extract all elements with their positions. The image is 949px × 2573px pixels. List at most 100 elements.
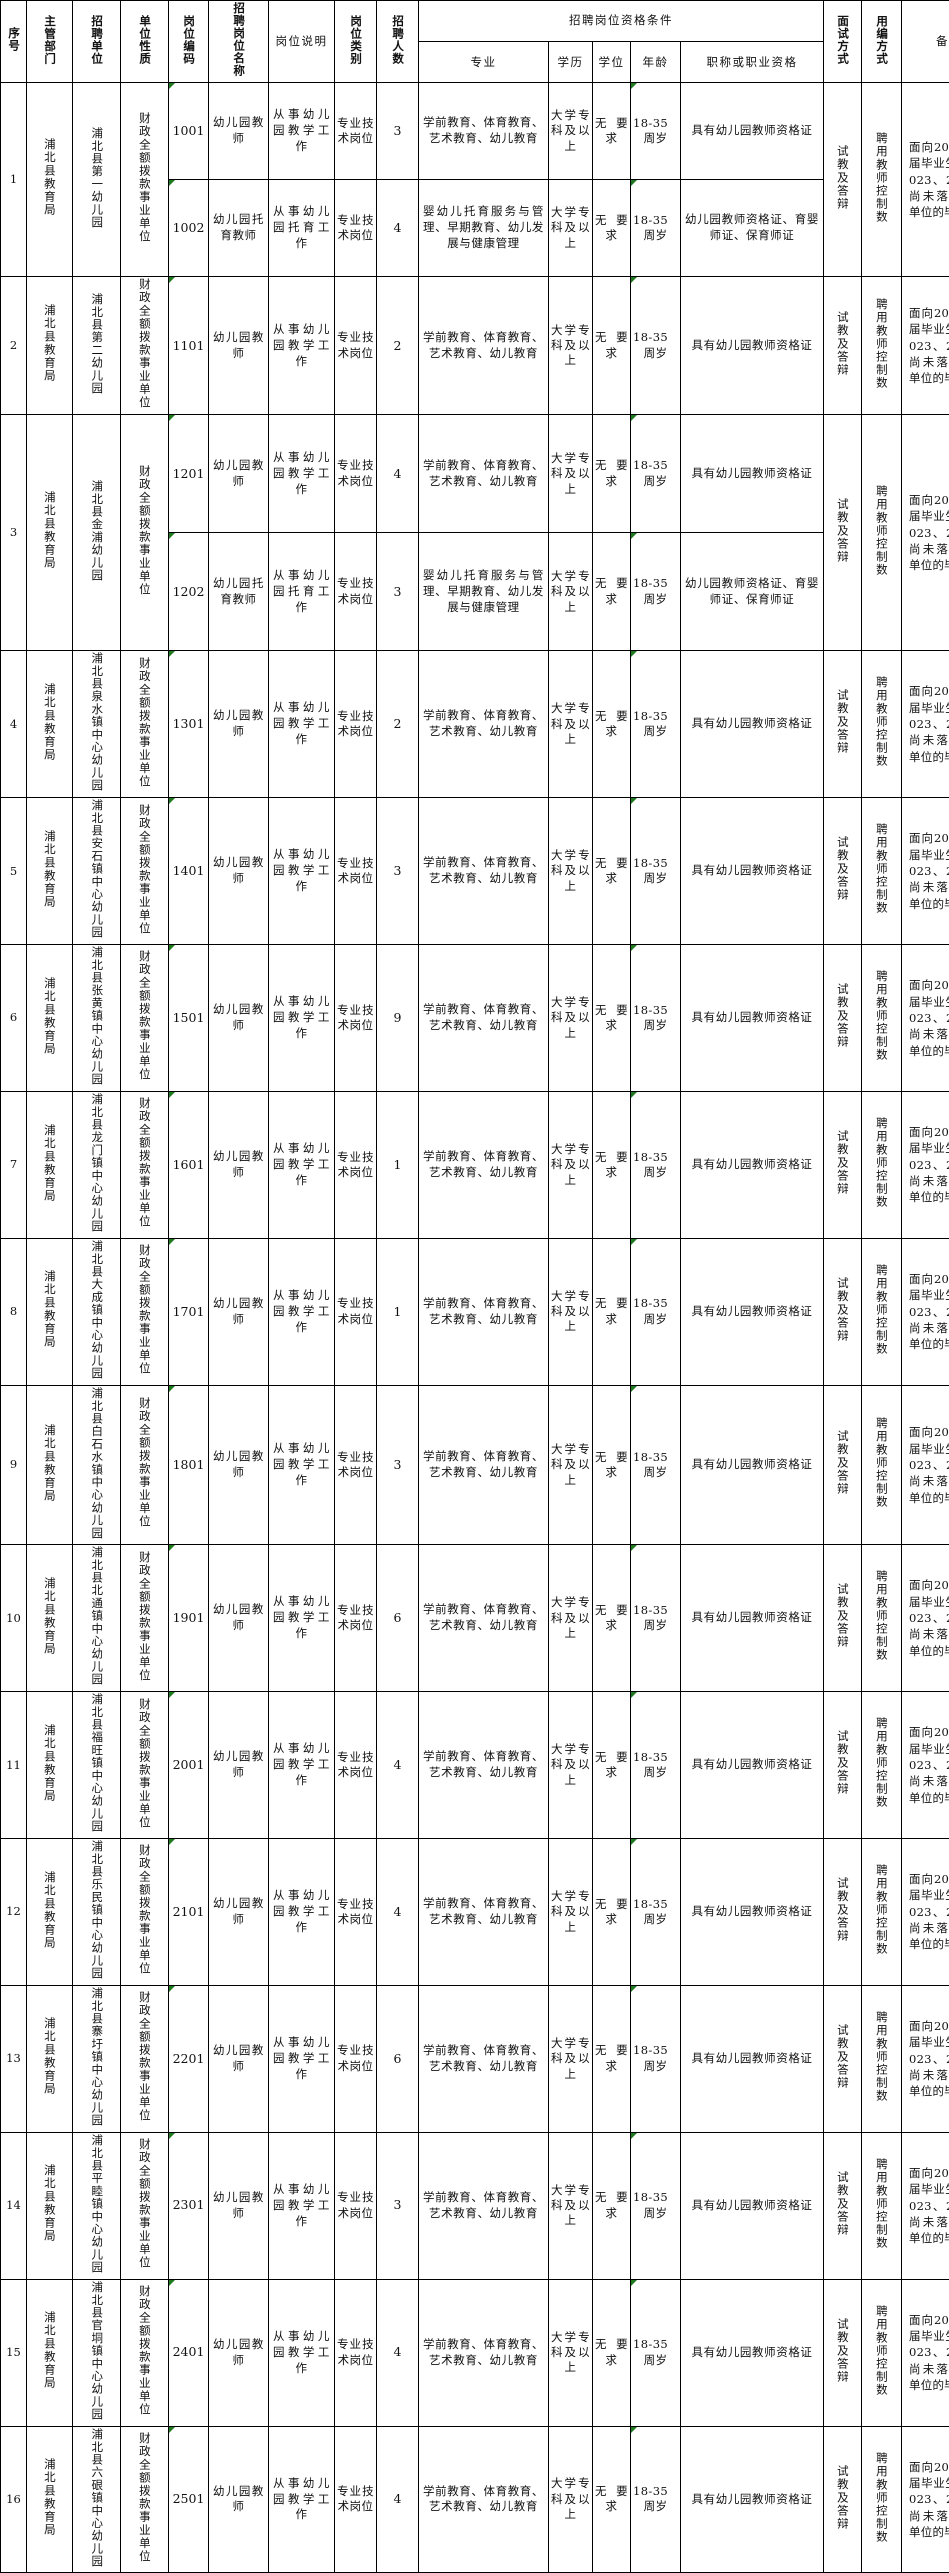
row-sequence-number: 1: [1, 83, 27, 277]
header-degree: 学位: [593, 42, 631, 83]
cell-major: 学前教育、体育教育、艺术教育、幼儿教育: [419, 1839, 549, 1986]
cell-unit-text: 浦北县泉水镇中心幼儿园: [89, 652, 105, 792]
row-sequence-number: 4: [1, 651, 27, 798]
cell-title-cert: 具有幼儿园教师资格证: [681, 2279, 824, 2426]
cell-degree-text: 无要求: [594, 330, 629, 361]
header-qualification-group: 招聘岗位资格条件: [419, 1, 824, 42]
cell-post-code-text: 1701: [173, 1304, 205, 1319]
header-post-type: 岗位类别: [335, 1, 377, 83]
cell-education: 大学专科及以上: [549, 1091, 593, 1238]
cell-post-name-text: 幼儿园教师: [210, 708, 267, 740]
cell-hiring-method: 聘用教师控制数: [862, 798, 902, 945]
cell-education-text: 大学专科及以上: [550, 1142, 591, 1188]
cell-nature: 财政全额拨款事业单位: [121, 1238, 169, 1385]
cell-nature-text: 财政全额拨款事业单位: [136, 2285, 153, 2416]
cell-unit-text: 浦北县福旺镇中心幼儿园: [89, 1693, 105, 1833]
header-interview: 面试方式: [824, 1, 862, 83]
cell-nature-text: 财政全额拨款事业单位: [136, 657, 153, 788]
cell-degree-text: 无要求: [594, 1750, 629, 1781]
cell-post-code-text: 1101: [173, 338, 205, 353]
cell-interview-method-text: 试教及答辩: [834, 498, 851, 564]
cell-post-desc-text: 从事幼儿园教学工作: [270, 2182, 333, 2230]
cell-degree: 无要求: [593, 2426, 631, 2573]
cell-age: 18-35周岁: [631, 83, 681, 180]
cell-post-desc: 从事幼儿园教学工作: [269, 945, 335, 1092]
cell-post-desc-text: 从事幼儿园教学工作: [270, 450, 333, 498]
cell-post-name-text: 幼儿园教师: [210, 1296, 267, 1328]
cell-major: 学前教育、体育教育、艺术教育、幼儿教育: [419, 651, 549, 798]
cell-interview-method: 试教及答辩: [824, 1839, 862, 1986]
cell-remark: 面向2025年应届毕业生以及2023、2024年尚未落实工作单位的毕业生: [902, 83, 949, 277]
cell-post-desc: 从事幼儿园托育工作: [269, 180, 335, 277]
cell-degree-text: 无要求: [594, 2043, 629, 2074]
cell-post-type: 专业技术岗位: [335, 415, 377, 533]
cell-hiring-method: 聘用教师控制数: [862, 415, 902, 651]
cell-post-code-text: 1801: [173, 1457, 205, 1472]
cell-interview-method: 试教及答辩: [824, 798, 862, 945]
cell-recruit-count: 1: [377, 1238, 419, 1385]
cell-education: 大学专科及以上: [549, 945, 593, 1092]
cell-major: 学前教育、体育教育、艺术教育、幼儿教育: [419, 83, 549, 180]
cell-hiring-method: 聘用教师控制数: [862, 83, 902, 277]
cell-education: 大学专科及以上: [549, 533, 593, 651]
cell-degree-text: 无要求: [594, 1603, 629, 1634]
cell-post-desc: 从事幼儿园教学工作: [269, 415, 335, 533]
cell-unit-text: 浦北县第一幼儿园: [89, 127, 105, 229]
cell-nature: 财政全额拨款事业单位: [121, 83, 169, 277]
cell-education: 大学专科及以上: [549, 415, 593, 533]
cell-department: 浦北县教育局: [27, 83, 73, 277]
cell-major: 学前教育、体育教育、艺术教育、幼儿教育: [419, 798, 549, 945]
cell-recruit-count: 6: [377, 1545, 419, 1692]
cell-post-name-text: 幼儿园教师: [210, 330, 267, 362]
cell-title-cert-text: 具有幼儿园教师资格证: [682, 1157, 822, 1173]
cell-department-text: 浦北县教育局: [41, 1270, 58, 1349]
cell-post-code: 1201: [169, 415, 209, 533]
cell-education-text: 大学专科及以上: [550, 569, 591, 615]
cell-age: 18-35周岁: [631, 533, 681, 651]
cell-age: 18-35周岁: [631, 798, 681, 945]
cell-recruit-count: 2: [377, 651, 419, 798]
cell-post-type-text: 专业技术岗位: [336, 330, 375, 361]
cell-hiring-method-text: 聘用教师控制数: [873, 2011, 890, 2103]
cell-post-desc-text: 从事幼儿园教学工作: [270, 2035, 333, 2083]
cell-post-desc: 从事幼儿园托育工作: [269, 533, 335, 651]
cell-education-text: 大学专科及以上: [550, 2476, 591, 2522]
cell-title-cert-text: 具有幼儿园教师资格证: [682, 2198, 822, 2214]
cell-degree-text: 无要求: [594, 1003, 629, 1034]
cell-degree-text: 无要求: [594, 709, 629, 740]
cell-post-name-text: 幼儿园教师: [210, 2043, 267, 2075]
row-sequence-number: 13: [1, 1985, 27, 2132]
cell-post-name: 幼儿园托育教师: [209, 533, 269, 651]
cell-nature: 财政全额拨款事业单位: [121, 1839, 169, 1986]
cell-interview-method: 试教及答辩: [824, 1238, 862, 1385]
cell-post-code-text: 1901: [173, 1610, 205, 1625]
cell-post-type: 专业技术岗位: [335, 1385, 377, 1545]
cell-post-type-text: 专业技术岗位: [336, 213, 375, 244]
cell-degree: 无要求: [593, 945, 631, 1092]
cell-age-text: 18-35周岁: [632, 116, 679, 147]
cell-unit: 浦北县六硍镇中心幼儿园: [73, 2426, 121, 2573]
cell-interview-method: 试教及答辩: [824, 1692, 862, 1839]
cell-degree: 无要求: [593, 1839, 631, 1986]
cell-nature-text: 财政全额拨款事业单位: [136, 2138, 153, 2269]
cell-major-text: 学前教育、体育教育、艺术教育、幼儿教育: [420, 2190, 547, 2222]
cell-post-type-text: 专业技术岗位: [336, 458, 375, 489]
cell-degree: 无要求: [593, 1385, 631, 1545]
cell-nature: 财政全额拨款事业单位: [121, 651, 169, 798]
